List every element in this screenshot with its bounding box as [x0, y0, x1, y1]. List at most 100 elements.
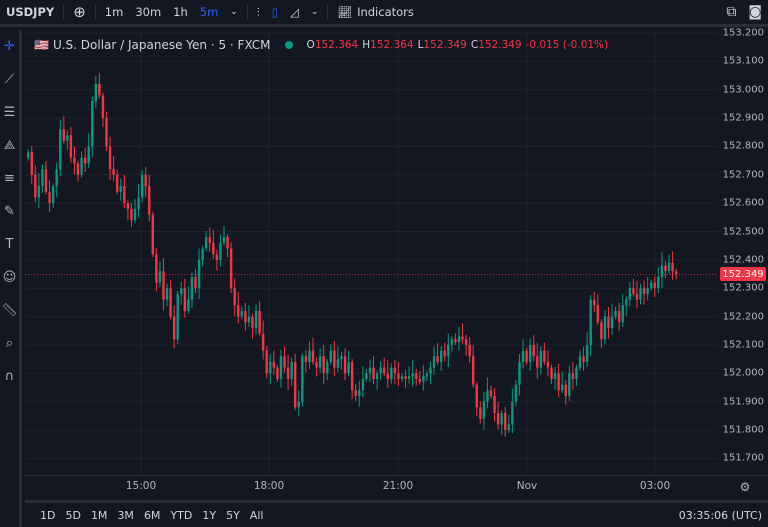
candle-body [105, 118, 108, 147]
candles-icon[interactable]: ▯ [271, 5, 279, 19]
candle-body [172, 316, 176, 340]
range-1m[interactable]: 1M [90, 508, 108, 522]
candle-body [589, 299, 592, 345]
candle-body [254, 310, 258, 328]
candle-body [635, 293, 639, 300]
bar-chart-icon[interactable]: ⫶ [256, 4, 260, 19]
candle-body [614, 310, 617, 317]
candle-body [521, 350, 525, 362]
range-6m[interactable]: 6M [143, 508, 161, 522]
candle-body [600, 322, 603, 340]
candle-body [315, 361, 318, 368]
range-ytd[interactable]: YTD [170, 508, 193, 522]
candle-body [194, 276, 197, 289]
candle-body [329, 350, 332, 362]
range-5d[interactable]: 5D [65, 508, 81, 522]
candle-body [475, 384, 478, 408]
time-axis[interactable]: 15:00 18:00 21:00 Nov 03:00 ⚙ [25, 475, 768, 497]
candle-body [418, 378, 421, 382]
trend-line-icon[interactable]: ⟋ [4, 72, 15, 87]
candle-body [101, 95, 105, 119]
candle-body [660, 265, 664, 277]
candle-body [585, 344, 589, 362]
candle-body [397, 373, 400, 379]
pattern-icon[interactable]: ⟁ [3, 138, 16, 153]
brush-icon[interactable]: ✎ [4, 204, 15, 219]
current-price-label: 152.349 [720, 267, 766, 282]
candle-body [73, 157, 76, 164]
candle-body [496, 413, 500, 425]
camera-icon[interactable]: ◙ [748, 4, 762, 20]
interval-1m-button[interactable]: 1m [104, 5, 124, 19]
candle-body [205, 237, 208, 249]
candle-body [411, 373, 414, 377]
candle-body [671, 262, 674, 272]
text-icon[interactable]: T [5, 237, 14, 252]
clock[interactable]: 03:35:06 (UTC) [678, 508, 762, 522]
chevron-down-icon[interactable]: ⌄ [230, 7, 238, 17]
symbol-search-button[interactable]: USDJPY [6, 5, 55, 19]
candle-body [482, 401, 486, 419]
ruler-icon[interactable]: 📏︎ [1, 303, 18, 318]
price-tick-label: 152.100 [722, 339, 764, 351]
candle-body [208, 237, 211, 243]
indicators-button[interactable]: 📈︎ Indicators [331, 0, 419, 24]
candle-body [639, 288, 642, 300]
price-axis[interactable]: 153.200 153.100 153.000 152.900 152.800 152.7… [718, 27, 768, 475]
interval-30m-button[interactable]: 30m [135, 5, 162, 19]
candle-body [628, 288, 632, 300]
area-chart-icon[interactable]: ◿ [290, 5, 299, 19]
interval-5m-button[interactable]: 5m [199, 5, 219, 19]
zoom-icon[interactable]: ⌕ [5, 336, 14, 351]
candle-body [582, 356, 585, 362]
candle-body [51, 186, 55, 204]
candle-body [116, 174, 119, 192]
settings-icon[interactable]: ⚙ [739, 480, 751, 494]
candle-body [593, 299, 596, 306]
candle-body [219, 242, 222, 260]
candle-body [148, 186, 151, 215]
range-1d[interactable]: 1D [40, 508, 56, 522]
candle-body [240, 310, 243, 317]
candle-body [561, 384, 564, 391]
candle-body [251, 316, 254, 328]
crosshair-icon[interactable]: ✛ [4, 39, 15, 54]
divider [246, 4, 248, 20]
indicators-icon: 📈︎ [337, 5, 353, 19]
fullscreen-icon[interactable]: ⧉ [726, 4, 737, 20]
range-3m[interactable]: 3M [117, 508, 134, 522]
candle-body [383, 367, 386, 374]
forecast-icon[interactable]: ≡ [4, 171, 15, 186]
candle-body [304, 356, 308, 362]
candle-body [286, 367, 290, 379]
plus-circle-icon[interactable]: ⊕ [73, 3, 86, 21]
chevron-down-icon[interactable]: ⌄ [310, 7, 319, 17]
candle-body [439, 350, 443, 362]
candle-body [343, 356, 347, 374]
candle-body [621, 305, 624, 323]
candle-body [479, 407, 482, 419]
range-all[interactable]: All [249, 508, 264, 522]
candle-body [546, 361, 550, 368]
candle-body [76, 163, 80, 175]
price-tick-label: 151.700 [722, 452, 764, 464]
range-5y[interactable]: 5Y [226, 508, 240, 522]
candle-body [297, 401, 300, 408]
candle-body [226, 237, 229, 249]
magnet-icon[interactable]: ∩ [4, 369, 15, 384]
candle-body [667, 262, 671, 272]
price-tick-label: 153.200 [722, 27, 764, 39]
fib-icon[interactable]: ☰ [3, 105, 16, 120]
price-tick-label: 152.000 [722, 367, 764, 379]
candle-body [215, 254, 219, 260]
candle-body [151, 214, 154, 255]
candle-body [48, 191, 51, 204]
candle-body [165, 288, 169, 300]
range-1y[interactable]: 1Y [202, 508, 217, 522]
interval-1h-button[interactable]: 1h [173, 5, 188, 19]
candle-body [279, 356, 283, 379]
candle-body [674, 271, 678, 275]
ohlc-close: C152.349 [470, 39, 522, 51]
price-chart[interactable] [25, 30, 718, 475]
emoji-icon[interactable]: ☺ [2, 270, 17, 285]
